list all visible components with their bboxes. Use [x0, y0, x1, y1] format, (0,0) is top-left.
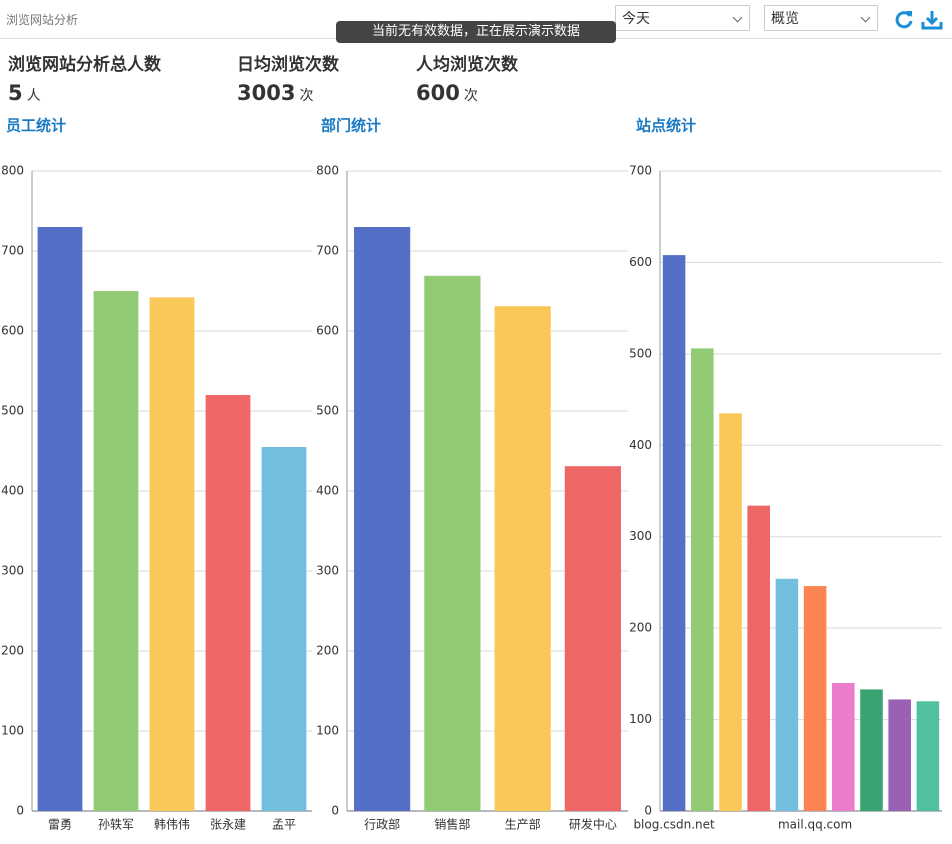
y-tick-label: 200 — [629, 621, 652, 635]
y-tick-label: 700 — [1, 244, 24, 258]
bar — [888, 699, 911, 811]
y-tick-label: 800 — [316, 164, 339, 178]
bar — [691, 348, 714, 811]
stat-label: 日均浏览次数 — [237, 55, 339, 75]
x-tick-label: 韩伟伟 — [154, 817, 190, 832]
bar — [424, 275, 481, 811]
bar — [747, 505, 770, 811]
y-tick-label: 400 — [316, 484, 339, 498]
stat-value: 3003 次 — [237, 81, 339, 105]
bar — [149, 297, 195, 811]
x-tick-label: 孟平 — [272, 818, 296, 832]
stat: 日均浏览次数 3003 次 — [237, 50, 339, 105]
y-tick-label: 400 — [629, 438, 652, 452]
stat-number: 5 — [8, 81, 23, 105]
bar — [494, 306, 551, 811]
y-tick-label: 0 — [331, 804, 339, 818]
bar — [261, 447, 307, 811]
y-tick-label: 600 — [1, 324, 24, 338]
bar — [662, 255, 686, 812]
y-tick-label: 200 — [316, 644, 339, 658]
x-tick-label: 销售部 — [434, 817, 470, 832]
view-select[interactable]: 概览 — [764, 5, 878, 31]
y-tick-label: 500 — [316, 404, 339, 418]
stat: 浏览网站分析总人数 5 人 — [8, 50, 161, 105]
bar — [916, 701, 940, 811]
y-tick-label: 300 — [629, 529, 652, 543]
y-tick-label: 0 — [644, 804, 652, 818]
y-tick-label: 400 — [1, 484, 24, 498]
bar — [860, 689, 883, 811]
stat-unit: 人 — [26, 88, 41, 104]
stat-unit: 次 — [299, 88, 314, 104]
x-tick-label: 生产部 — [505, 817, 541, 832]
download-icon[interactable] — [921, 9, 943, 31]
stat-label: 浏览网站分析总人数 — [8, 55, 161, 75]
y-tick-label: 300 — [316, 564, 339, 578]
stat-number: 3003 — [237, 81, 296, 105]
x-tick-label: 雷勇 — [48, 818, 72, 832]
y-tick-label: 600 — [316, 324, 339, 338]
y-tick-label: 200 — [1, 644, 24, 658]
bar — [354, 227, 411, 811]
date-select[interactable]: 今天 — [615, 5, 750, 31]
page-title: 浏览网站分析 — [6, 13, 79, 27]
y-tick-label: 700 — [316, 244, 339, 258]
y-tick-label: 0 — [16, 804, 24, 818]
bar — [564, 466, 621, 811]
x-tick-label: 行政部 — [364, 817, 400, 832]
bar — [775, 578, 799, 811]
y-tick-label: 500 — [629, 346, 652, 360]
stat-label: 人均浏览次数 — [416, 55, 518, 75]
bar — [719, 413, 742, 811]
y-tick-label: 100 — [316, 724, 339, 738]
chart-title: 员工统计 — [6, 117, 66, 135]
x-tick-label: 研发中心 — [569, 817, 617, 832]
bar — [803, 586, 827, 811]
chart-title: 站点统计 — [636, 117, 696, 135]
x-tick-label: 张永建 — [210, 818, 246, 832]
refresh-icon[interactable] — [894, 9, 914, 29]
y-tick-label: 300 — [1, 564, 24, 578]
bar — [205, 395, 251, 811]
stat-number: 600 — [416, 81, 460, 105]
y-tick-label: 700 — [629, 164, 652, 178]
stat-value: 600 次 — [416, 81, 518, 105]
y-tick-label: 600 — [629, 255, 652, 269]
stat: 人均浏览次数 600 次 — [416, 50, 518, 105]
y-tick-label: 500 — [1, 404, 24, 418]
bar — [832, 683, 855, 811]
x-tick-label: mail.qq.com — [778, 818, 852, 832]
x-tick-label: 孙轶军 — [98, 818, 134, 832]
stat-unit: 次 — [463, 88, 478, 104]
y-tick-label: 100 — [1, 724, 24, 738]
toast: 当前无有效数据，正在展示演示数据 — [336, 21, 616, 43]
y-tick-label: 800 — [1, 164, 24, 178]
chart-title: 部门统计 — [321, 117, 381, 135]
y-tick-label: 100 — [629, 712, 652, 726]
bar — [37, 227, 83, 811]
bar — [93, 291, 139, 811]
x-tick-label: blog.csdn.net — [633, 818, 715, 832]
